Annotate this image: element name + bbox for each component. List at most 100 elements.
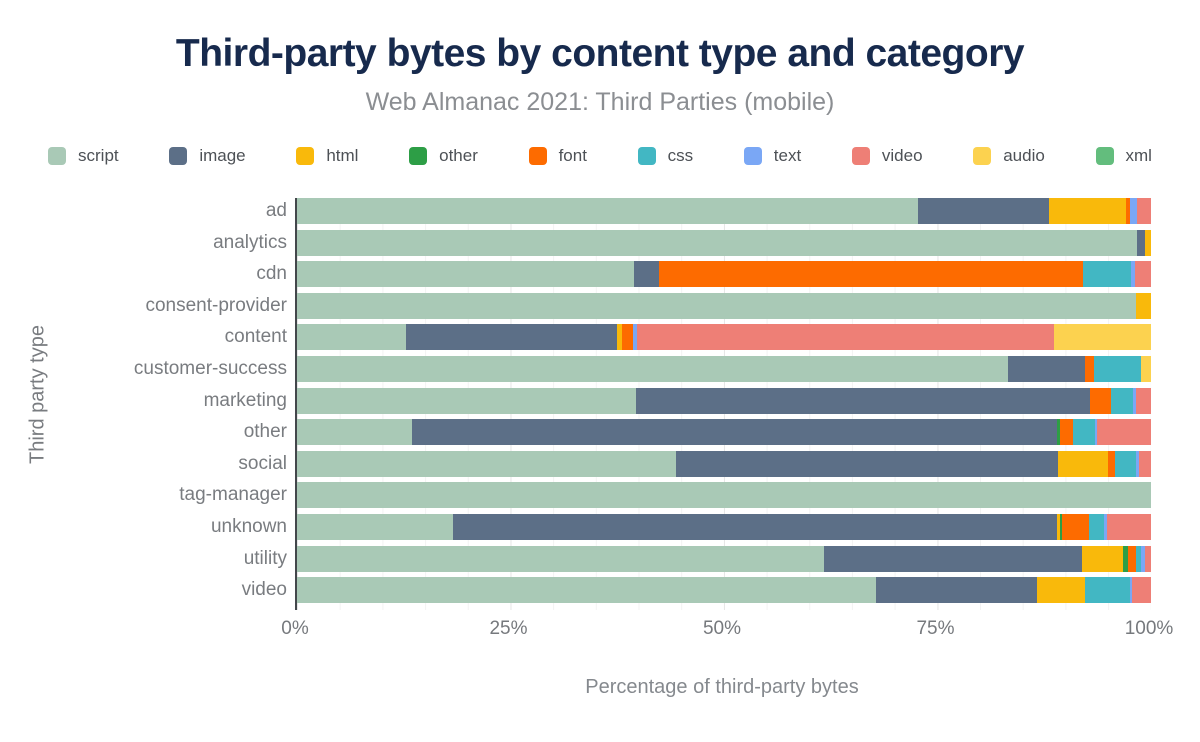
bar-segment-ad-video[interactable]	[1137, 198, 1151, 224]
bar-segment-utility-css[interactable]	[1135, 545, 1141, 572]
bar-segment-ad-font[interactable]	[1126, 198, 1131, 224]
bar-segment-utility-video[interactable]	[1144, 545, 1151, 572]
bar-segment-content-audio[interactable]	[1054, 324, 1151, 351]
bar-segment-other-text[interactable]	[1094, 419, 1098, 446]
bar-segment-unknown-css[interactable]	[1088, 513, 1104, 540]
bar-segment-analytics-html[interactable]	[1145, 229, 1151, 256]
text-swatch-icon	[743, 147, 762, 165]
bar-segment-social-video[interactable]	[1139, 450, 1151, 477]
bar-segment-other-font[interactable]	[1059, 419, 1074, 446]
bar-row-ad	[297, 198, 1151, 224]
legend-item-image[interactable]: image	[169, 146, 246, 166]
bar-segment-unknown-font[interactable]	[1062, 513, 1089, 540]
legend-item-xml[interactable]: xml	[1095, 146, 1152, 166]
bar-segment-marketing-image[interactable]	[636, 387, 1090, 414]
bar-segment-social-html[interactable]	[1057, 450, 1109, 477]
bar-segment-other-video[interactable]	[1097, 419, 1151, 446]
bar-segment-other-image[interactable]	[412, 419, 1058, 446]
bar-segment-unknown-other[interactable]	[1059, 513, 1063, 540]
bar-segment-content-html[interactable]	[617, 324, 623, 351]
legend-label: audio	[1003, 146, 1045, 165]
bar-segment-customer-success-css[interactable]	[1093, 355, 1141, 382]
bar-segment-other-other[interactable]	[1057, 419, 1060, 446]
chart-subtitle: Web Almanac 2021: Third Parties (mobile)	[365, 88, 835, 116]
legend-label: html	[326, 146, 359, 165]
bar-segment-social-script[interactable]	[297, 450, 677, 477]
bar-segment-content-image[interactable]	[406, 324, 618, 351]
legend-item-other[interactable]: other	[409, 146, 478, 166]
bar-segment-cdn-font[interactable]	[659, 261, 1083, 288]
bar-segment-marketing-css[interactable]	[1110, 387, 1134, 414]
bar-segment-consent-provider-script[interactable]	[297, 292, 1137, 319]
bar-segment-utility-script[interactable]	[297, 545, 824, 572]
bar-segment-unknown-html[interactable]	[1057, 513, 1060, 540]
bar-segment-content-text[interactable]	[633, 324, 637, 351]
legend-label: video	[881, 146, 923, 165]
bar-segment-analytics-image[interactable]	[1137, 229, 1145, 256]
bar-segment-marketing-font[interactable]	[1089, 387, 1111, 414]
bar-segment-unknown-image[interactable]	[453, 513, 1058, 540]
bar-segment-cdn-video[interactable]	[1134, 261, 1151, 288]
legend-item-text[interactable]: text	[743, 146, 801, 166]
legend-label: font	[558, 146, 587, 165]
bar-segment-consent-provider-html[interactable]	[1136, 292, 1151, 319]
bar-segment-video-html[interactable]	[1036, 577, 1086, 604]
category-label-marketing: marketing	[203, 389, 287, 411]
bar-segment-customer-success-font[interactable]	[1085, 355, 1094, 382]
category-label-customer-success: customer-success	[133, 357, 287, 379]
bars-area	[295, 198, 1151, 611]
bar-segment-utility-image[interactable]	[823, 545, 1082, 572]
bar-segment-video-image[interactable]	[876, 577, 1037, 604]
bar-segment-content-video[interactable]	[636, 324, 1055, 351]
bar-segment-cdn-image[interactable]	[634, 261, 660, 288]
bar-segment-ad-text[interactable]	[1130, 198, 1138, 224]
bar-segment-utility-html[interactable]	[1081, 545, 1123, 572]
bar-segment-other-script[interactable]	[297, 419, 413, 446]
bar-segment-marketing-text[interactable]	[1133, 387, 1136, 414]
bar-segment-customer-success-image[interactable]	[1007, 355, 1086, 382]
bar-segment-tag-manager-script[interactable]	[297, 482, 1151, 509]
image-swatch-icon	[169, 147, 188, 165]
bar-segment-social-image[interactable]	[676, 450, 1058, 477]
bar-segment-ad-script[interactable]	[297, 198, 918, 224]
bar-segment-social-css[interactable]	[1115, 450, 1136, 477]
legend-item-css[interactable]: css	[637, 146, 693, 166]
legend-item-html[interactable]: html	[296, 146, 358, 166]
bar-segment-social-text[interactable]	[1135, 450, 1139, 477]
x-tick-50: 50%	[702, 618, 742, 639]
bar-segment-video-script[interactable]	[297, 577, 876, 604]
bar-segment-marketing-video[interactable]	[1135, 387, 1151, 414]
legend-item-audio[interactable]: audio	[973, 146, 1045, 166]
bar-segment-content-font[interactable]	[622, 324, 634, 351]
bar-segment-utility-other[interactable]	[1122, 545, 1128, 572]
legend-item-video[interactable]: video	[851, 146, 923, 166]
bar-segment-ad-image[interactable]	[917, 198, 1049, 224]
bar-segment-unknown-text[interactable]	[1103, 513, 1108, 540]
bar-segment-ad-html[interactable]	[1048, 198, 1127, 224]
x-tick-25: 25%	[489, 618, 528, 639]
legend-item-script[interactable]: script	[48, 146, 119, 166]
category-label-tag-manager: tag-manager	[179, 484, 287, 506]
bar-segment-cdn-script[interactable]	[297, 261, 635, 288]
bar-segment-content-script[interactable]	[297, 324, 407, 351]
bar-segment-cdn-css[interactable]	[1082, 261, 1132, 288]
bar-segment-unknown-video[interactable]	[1107, 513, 1151, 540]
bar-segment-video-video[interactable]	[1132, 577, 1151, 604]
legend-label: other	[439, 146, 478, 165]
bar-segment-social-font[interactable]	[1108, 450, 1116, 477]
bar-segment-utility-font[interactable]	[1127, 545, 1136, 572]
bar-segment-customer-success-script[interactable]	[297, 355, 1008, 382]
bar-segment-cdn-text[interactable]	[1131, 261, 1135, 288]
bar-segment-video-css[interactable]	[1085, 577, 1130, 604]
bar-segment-video-text[interactable]	[1129, 577, 1133, 604]
bar-segment-unknown-script[interactable]	[297, 513, 454, 540]
bar-segment-utility-text[interactable]	[1140, 545, 1145, 572]
category-label-ad: ad	[265, 200, 287, 221]
bar-row-other	[297, 419, 1151, 446]
legend-item-font[interactable]: font	[528, 146, 587, 166]
bar-segment-customer-success-audio[interactable]	[1140, 355, 1151, 382]
bar-segment-analytics-script[interactable]	[297, 229, 1138, 256]
bar-segment-marketing-script[interactable]	[297, 387, 637, 414]
bar-segment-other-css[interactable]	[1073, 419, 1095, 446]
